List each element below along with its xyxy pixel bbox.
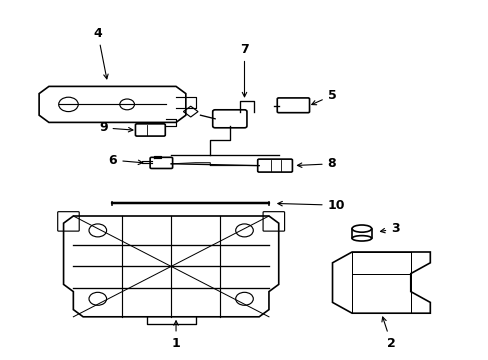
Text: 2: 2	[381, 317, 395, 350]
Text: 8: 8	[297, 157, 336, 170]
Text: 3: 3	[380, 222, 399, 235]
Text: 5: 5	[311, 89, 336, 105]
Text: 7: 7	[240, 43, 248, 97]
Text: 1: 1	[171, 321, 180, 350]
Text: 4: 4	[93, 27, 108, 79]
Text: 10: 10	[277, 199, 345, 212]
Text: 6: 6	[108, 154, 142, 167]
Text: 9: 9	[99, 121, 133, 134]
